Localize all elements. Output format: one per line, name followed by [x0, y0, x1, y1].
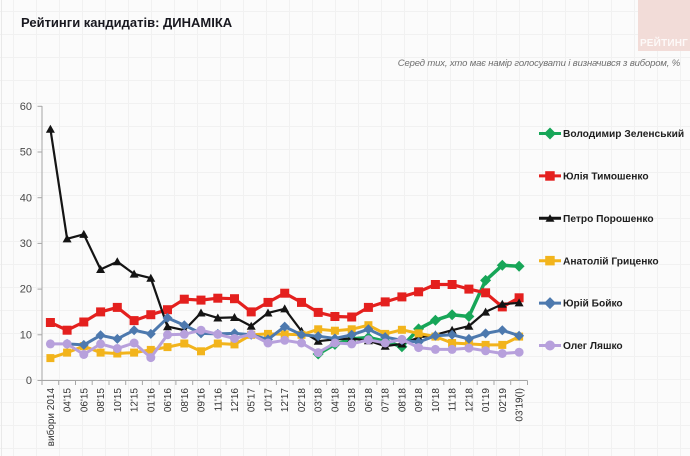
- svg-text:Юрій Бойко: Юрій Бойко: [563, 299, 623, 310]
- svg-text:30: 30: [20, 238, 32, 250]
- svg-text:06'15: 06'15: [79, 388, 90, 413]
- svg-text:12'16: 12'16: [230, 388, 241, 413]
- svg-text:08'16: 08'16: [180, 388, 191, 413]
- svg-text:10'18: 10'18: [431, 388, 442, 413]
- svg-text:02'18: 02'18: [297, 388, 308, 413]
- svg-text:вибори 2014: вибори 2014: [45, 388, 57, 447]
- svg-text:04'15: 04'15: [63, 388, 74, 413]
- svg-text:03'19(I): 03'19(I): [515, 388, 526, 422]
- svg-text:0: 0: [26, 375, 32, 387]
- svg-text:10: 10: [20, 329, 32, 341]
- svg-text:01'19: 01'19: [481, 388, 492, 413]
- svg-text:05'17: 05'17: [247, 388, 258, 413]
- svg-text:08'18: 08'18: [397, 388, 408, 413]
- svg-text:06'18: 06'18: [364, 388, 375, 413]
- svg-text:01'16: 01'16: [146, 388, 157, 413]
- svg-text:10'15: 10'15: [113, 388, 124, 413]
- svg-text:11'18: 11'18: [448, 388, 459, 412]
- svg-text:05'18: 05'18: [347, 388, 358, 413]
- svg-text:08'15: 08'15: [96, 388, 107, 413]
- svg-text:12'15: 12'15: [130, 388, 141, 413]
- svg-text:60: 60: [20, 101, 32, 113]
- svg-text:09'16: 09'16: [197, 388, 208, 413]
- svg-text:Петро Порошенко: Петро Порошенко: [563, 214, 654, 225]
- svg-text:04'18: 04'18: [330, 388, 341, 413]
- svg-text:Юлія Тимошенко: Юлія Тимошенко: [563, 172, 649, 183]
- svg-text:Анатолій Гриценко: Анатолій Гриценко: [563, 256, 659, 267]
- svg-text:20: 20: [20, 284, 32, 296]
- svg-text:09'18: 09'18: [414, 388, 425, 413]
- svg-text:07'18: 07'18: [381, 388, 392, 413]
- svg-text:Володимир Зеленський: Володимир Зеленський: [563, 129, 684, 140]
- svg-text:50: 50: [20, 147, 32, 159]
- svg-text:03'18: 03'18: [314, 388, 325, 413]
- svg-text:40: 40: [20, 192, 32, 204]
- svg-text:10'17: 10'17: [264, 388, 275, 413]
- svg-text:12'18: 12'18: [464, 388, 475, 413]
- svg-text:12'17: 12'17: [280, 388, 291, 413]
- svg-text:11'16: 11'16: [213, 388, 224, 412]
- svg-text:Олег Ляшко: Олег Ляшко: [563, 341, 623, 352]
- svg-text:06'16: 06'16: [163, 388, 174, 413]
- svg-text:02'19: 02'19: [498, 388, 509, 413]
